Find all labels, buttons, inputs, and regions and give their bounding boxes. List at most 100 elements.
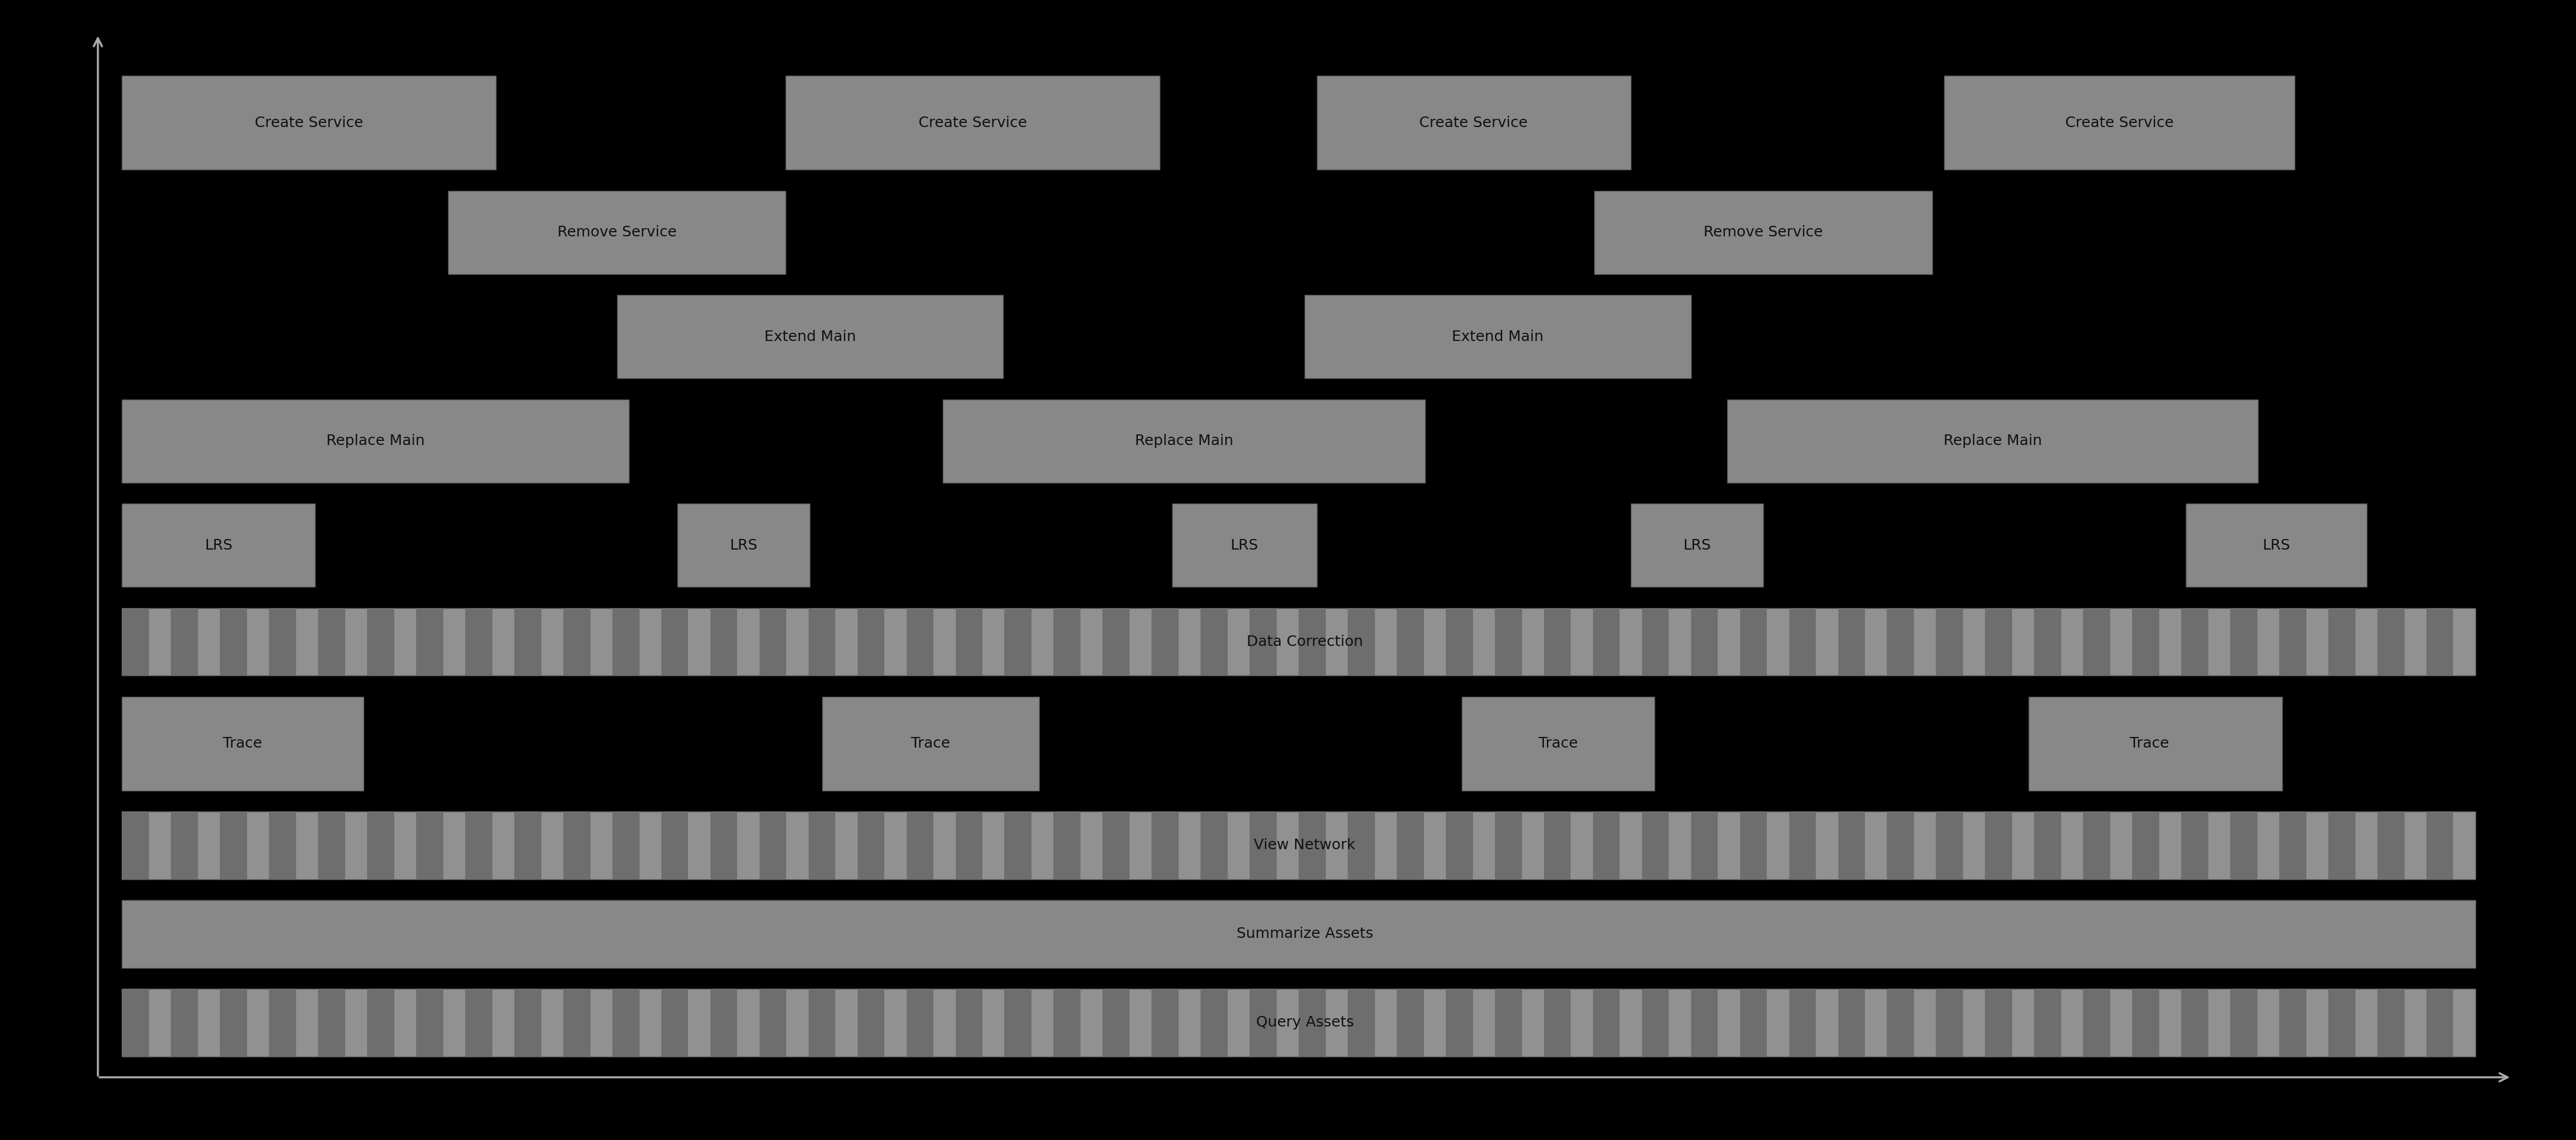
Bar	[1788, 988, 1816, 1057]
Bar	[1445, 812, 1473, 879]
Bar	[121, 812, 2476, 879]
Bar	[2133, 812, 2159, 879]
Bar	[711, 608, 737, 676]
Bar	[662, 608, 688, 676]
Bar	[858, 812, 884, 879]
Bar	[1005, 812, 1030, 879]
Bar	[1788, 608, 1816, 676]
Bar	[515, 608, 541, 676]
Bar	[2182, 812, 2208, 879]
Bar	[1396, 608, 1425, 676]
Bar	[368, 812, 394, 879]
Text: Trace: Trace	[912, 736, 951, 750]
Bar	[1306, 295, 1690, 378]
Bar	[2030, 697, 2282, 790]
Bar	[1445, 608, 1473, 676]
Bar	[1937, 988, 1963, 1057]
Bar	[121, 399, 629, 482]
Text: Extend Main: Extend Main	[1453, 329, 1543, 344]
Bar	[1298, 608, 1327, 676]
Text: LRS: LRS	[1682, 538, 1710, 553]
Bar	[1739, 988, 1767, 1057]
Bar	[1543, 608, 1571, 676]
Bar	[956, 812, 981, 879]
Bar	[662, 812, 688, 879]
Bar	[616, 295, 1002, 378]
Bar	[1151, 812, 1180, 879]
Text: View Network: View Network	[1255, 838, 1355, 853]
Bar	[219, 812, 247, 879]
Bar	[943, 399, 1425, 482]
Bar	[2329, 812, 2354, 879]
Bar	[1839, 608, 1865, 676]
Bar	[219, 988, 247, 1057]
Bar	[1690, 812, 1718, 879]
Bar	[466, 608, 492, 676]
Bar	[2133, 608, 2159, 676]
Bar	[1788, 812, 1816, 879]
Text: Create Service: Create Service	[1419, 116, 1528, 130]
Bar	[1103, 988, 1128, 1057]
Bar	[760, 812, 786, 879]
Text: Create Service: Create Service	[2066, 116, 2174, 130]
Bar	[1103, 608, 1128, 676]
Bar	[268, 812, 296, 879]
Bar	[1739, 812, 1767, 879]
Bar	[613, 608, 639, 676]
Bar	[1543, 812, 1571, 879]
Bar	[1249, 608, 1278, 676]
Bar	[1298, 812, 1327, 879]
Bar	[2329, 608, 2354, 676]
Bar	[170, 812, 198, 879]
Bar	[1494, 812, 1522, 879]
Bar	[809, 812, 835, 879]
Bar	[1200, 812, 1229, 879]
Bar	[1005, 988, 1030, 1057]
Bar	[1937, 812, 1963, 879]
Bar	[1726, 399, 2259, 482]
Text: Create Service: Create Service	[920, 116, 1028, 130]
Bar	[1986, 812, 2012, 879]
Bar	[170, 988, 198, 1057]
Bar	[319, 608, 345, 676]
Bar	[1172, 504, 1316, 587]
Bar	[2084, 988, 2110, 1057]
Bar	[1631, 504, 1765, 587]
Bar	[858, 608, 884, 676]
Bar	[1200, 988, 1229, 1057]
Bar	[2427, 988, 2452, 1057]
Bar	[1641, 988, 1669, 1057]
Bar	[1641, 608, 1669, 676]
Bar	[1249, 988, 1278, 1057]
Bar	[2280, 988, 2306, 1057]
Bar	[1005, 608, 1030, 676]
Bar	[121, 812, 149, 879]
Bar	[956, 608, 981, 676]
Bar	[121, 988, 149, 1057]
Bar	[1592, 608, 1620, 676]
Bar	[2427, 608, 2452, 676]
Bar	[2182, 988, 2208, 1057]
Bar	[1103, 812, 1128, 879]
Bar	[121, 76, 497, 170]
Bar	[219, 608, 247, 676]
Bar	[2187, 504, 2367, 587]
Bar	[1641, 812, 1669, 879]
Bar	[466, 812, 492, 879]
Bar	[956, 988, 981, 1057]
Bar	[662, 988, 688, 1057]
Bar	[2035, 608, 2061, 676]
Bar	[319, 988, 345, 1057]
Bar	[368, 608, 394, 676]
Bar	[907, 988, 933, 1057]
Bar	[1888, 608, 1914, 676]
Bar	[121, 697, 363, 790]
Bar	[786, 76, 1159, 170]
Bar	[613, 988, 639, 1057]
Bar	[2231, 988, 2257, 1057]
Bar	[319, 812, 345, 879]
Bar	[2280, 608, 2306, 676]
Bar	[2231, 812, 2257, 879]
Bar	[1839, 812, 1865, 879]
Bar	[121, 504, 314, 587]
